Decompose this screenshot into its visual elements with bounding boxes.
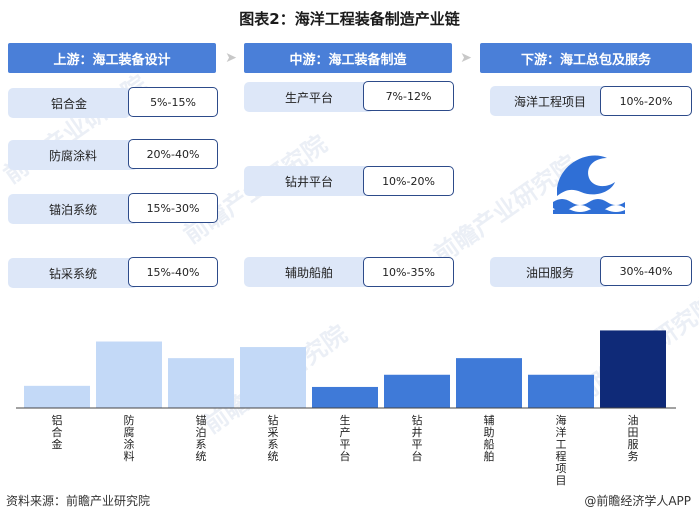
category-label: 辅助船舶 bbox=[484, 413, 495, 463]
item-label: 铝合金 bbox=[8, 88, 130, 118]
item-value: 7%-12% bbox=[363, 81, 454, 111]
page-title: 图表2：海洋工程装备制造产业链 bbox=[239, 10, 460, 28]
category-label: 锚泊系统 bbox=[196, 413, 207, 463]
category-label: 钻采系统 bbox=[268, 413, 279, 463]
brand-note: @前瞻经济学人APP bbox=[584, 494, 691, 508]
category-label: 钻井平台 bbox=[412, 413, 423, 463]
bar-7 bbox=[456, 358, 522, 408]
category-label: 防腐涂料 bbox=[124, 413, 135, 463]
chevron-right-icon: ➤ bbox=[225, 50, 237, 66]
item-label: 生产平台 bbox=[244, 82, 374, 112]
item-value: 15%-40% bbox=[128, 257, 218, 287]
item-label: 防腐涂料 bbox=[8, 140, 138, 170]
item-label: 锚泊系统 bbox=[8, 194, 138, 224]
category-label: 海洋工程项目 bbox=[556, 413, 567, 487]
stage-header-midstream: 中游：海工装备制造 bbox=[244, 43, 452, 73]
item-label: 海洋工程项目 bbox=[490, 86, 610, 116]
bar-3 bbox=[168, 358, 234, 408]
stage-header-downstream: 下游：海工总包及服务 bbox=[480, 43, 692, 73]
wave-icon bbox=[553, 155, 625, 214]
bar-chart: 铝合金 防腐涂料 锚泊系统 钻采系统 生产平台 钻井平台 辅助船舶 海洋工程项目 油田服务 bbox=[16, 330, 676, 487]
bar-9 bbox=[600, 330, 666, 408]
source-note: 资料来源：前瞻产业研究院 bbox=[6, 494, 151, 508]
category-label: 铝合金 bbox=[52, 413, 63, 451]
item-value: 10%-20% bbox=[600, 86, 692, 116]
item-value: 10%-20% bbox=[363, 166, 454, 196]
item-label: 钻井平台 bbox=[244, 166, 374, 196]
bar-5 bbox=[312, 386, 378, 408]
bar-8 bbox=[528, 374, 594, 408]
item-label: 钻采系统 bbox=[8, 258, 138, 288]
item-value: 20%-40% bbox=[128, 139, 218, 169]
item-label: 油田服务 bbox=[490, 257, 610, 287]
bar-4 bbox=[240, 347, 306, 408]
chevron-right-icon: ➤ bbox=[460, 50, 472, 66]
item-value: 30%-40% bbox=[600, 256, 692, 286]
bar-6 bbox=[384, 374, 450, 408]
watermark: 前瞻产业研究院 bbox=[0, 69, 153, 190]
stage-header-upstream: 上游：海工装备设计 bbox=[8, 43, 216, 73]
item-label: 辅助船舶 bbox=[244, 257, 374, 287]
item-value: 10%-35% bbox=[363, 257, 454, 287]
item-value: 5%-15% bbox=[128, 87, 218, 117]
category-label: 生产平台 bbox=[340, 413, 351, 463]
category-label: 油田服务 bbox=[628, 413, 639, 463]
bar-2 bbox=[96, 341, 162, 408]
item-value: 15%-30% bbox=[128, 193, 218, 223]
bar-1 bbox=[24, 385, 90, 408]
